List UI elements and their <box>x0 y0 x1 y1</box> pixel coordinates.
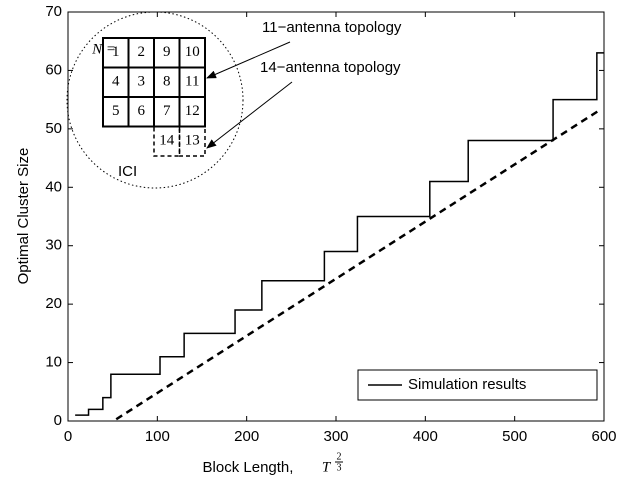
antenna-id: 12 <box>185 103 200 119</box>
x-tick-label: 600 <box>591 428 616 445</box>
annotation: 14−antenna topology <box>260 59 401 76</box>
x-axis-label: Block Length, <box>203 459 294 476</box>
x-axis-label-math: T <box>322 459 332 475</box>
y-tick-label: 60 <box>45 61 62 78</box>
arrow <box>206 81 293 149</box>
step-line <box>75 52 604 416</box>
coverage-circle <box>66 11 244 189</box>
antenna-id: 4 <box>112 74 120 90</box>
antenna-id: 14 <box>159 133 175 149</box>
ici-label: ICI <box>118 163 137 180</box>
antenna-id: 1 <box>112 44 120 60</box>
x-tick-label: 300 <box>323 428 348 445</box>
x-tick-label: 100 <box>145 428 170 445</box>
antenna-id: 11 <box>185 74 199 90</box>
y-tick-label: 10 <box>45 354 62 371</box>
antenna-id: 9 <box>163 44 171 60</box>
y-tick-label: 50 <box>45 120 62 137</box>
n-label: N = <box>91 41 116 57</box>
antenna-cell <box>178 96 206 128</box>
x-tick-label: 200 <box>234 428 259 445</box>
antenna-id: 13 <box>185 133 200 149</box>
antenna-id: 10 <box>185 44 200 60</box>
y-tick-label: 30 <box>45 237 62 254</box>
x-axis-label-den: 3 <box>337 462 342 473</box>
y-tick-label: 0 <box>54 412 62 429</box>
x-axis-label-num: 2 <box>337 451 342 462</box>
annotation: 11−antenna topology <box>262 19 402 36</box>
y-tick-label: 40 <box>45 178 62 195</box>
y-tick-label: 20 <box>45 295 62 312</box>
antenna-id: 3 <box>138 74 146 90</box>
x-tick-label: 400 <box>413 428 438 445</box>
y-axis-label: Optimal Cluster Size <box>15 148 32 285</box>
antenna-id: 8 <box>163 74 171 90</box>
antenna-id: 7 <box>163 103 171 119</box>
antenna-id: 5 <box>112 103 120 119</box>
x-tick-label: 500 <box>502 428 527 445</box>
legend-label: Simulation results <box>408 376 526 393</box>
x-tick-label: 0 <box>64 428 72 445</box>
antenna-id: 6 <box>138 103 146 119</box>
antenna-id: 2 <box>138 44 146 60</box>
y-tick-label: 70 <box>45 3 62 20</box>
arrow <box>206 41 291 79</box>
